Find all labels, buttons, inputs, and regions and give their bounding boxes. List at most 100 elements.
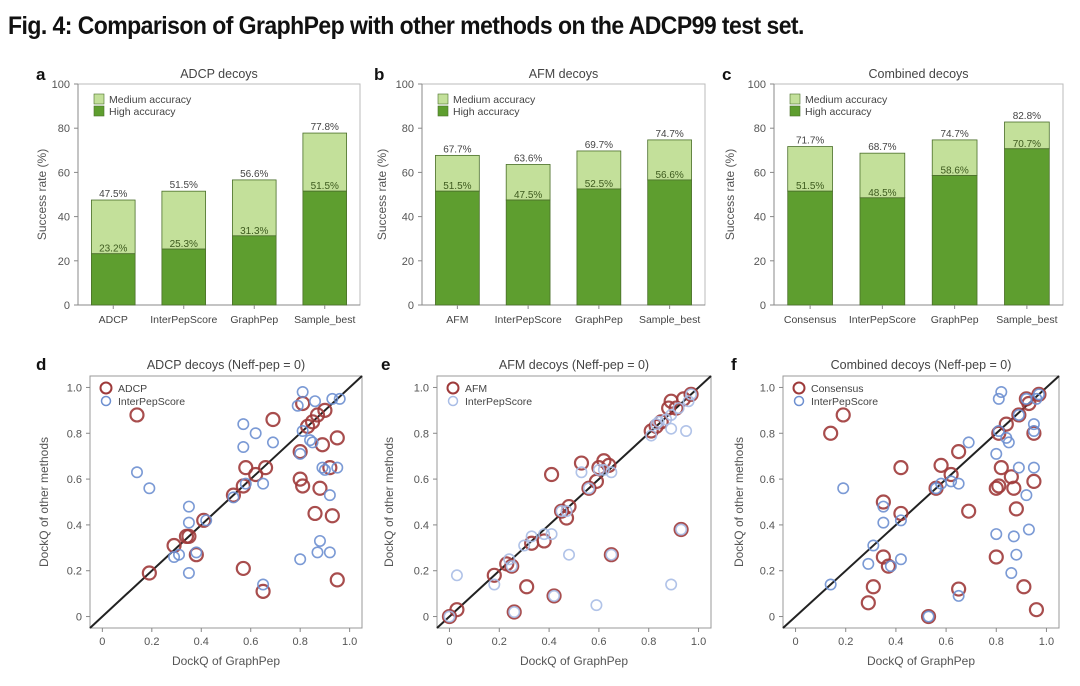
scatter-point-consensus (993, 460, 1009, 476)
y-tick-label: 60 (754, 167, 766, 179)
legend-label-afm: AFM (465, 383, 487, 395)
y-tick-label: 0 (64, 300, 70, 312)
scatter-point-interpepscore (443, 610, 456, 623)
scatter-point-interpepscore (488, 578, 501, 591)
bar-high-label: 23.2% (99, 244, 127, 255)
scatter-point-consensus (961, 503, 977, 519)
x-tick-label: 0.6 (591, 636, 606, 648)
y-axis-label: DockQ of other methods (732, 437, 746, 567)
scatter-point-afm (546, 588, 562, 604)
x-category-label: ADCP (99, 314, 128, 326)
scatter-point-interpepscore (311, 546, 324, 559)
legend-label-high: High accuracy (453, 106, 520, 118)
scatter-point-interpepscore (1005, 567, 1018, 580)
scatter-point-interpepscore (237, 441, 250, 454)
bar-high-label: 25.3% (170, 239, 198, 250)
bar-total-label: 77.8% (311, 122, 339, 133)
bar-high-label: 51.5% (311, 181, 339, 192)
scatter-point-interpepscore (306, 436, 319, 449)
scatter-point-interpepscore (173, 548, 186, 561)
scatter-point-interpepscore (182, 567, 195, 580)
legend-marker-interpepscore (447, 395, 459, 407)
bar-high-label: 51.5% (796, 181, 824, 192)
scatter-point-interpepscore (1012, 408, 1025, 421)
scatter-point-interpepscore (592, 463, 605, 476)
panel-label: a (36, 65, 46, 84)
scatter-point-interpepscore (922, 610, 935, 623)
scatter-point-afm (683, 386, 699, 402)
scatter-point-adcp (295, 478, 311, 494)
scatter-point-consensus (988, 480, 1004, 496)
scatter-point-adcp (329, 572, 345, 588)
scatter-point-interpepscore (190, 546, 203, 559)
scatter-point-afm (543, 466, 560, 483)
y-tick-label: 0 (408, 300, 414, 312)
scatter-point-interpepscore (294, 447, 307, 460)
legend-label-adcp: ADCP (118, 383, 147, 395)
y-tick-label: 0.4 (67, 520, 82, 532)
y-axis-label: Success rate (%) (35, 149, 49, 240)
scatter-point-consensus (1016, 579, 1032, 595)
panel-label: c (722, 65, 731, 84)
plot-frame (782, 375, 1060, 629)
y-tick-label: 80 (58, 123, 70, 135)
legend-label-interpepscore: InterPepScore (118, 396, 185, 408)
chart-title: Combined decoys (868, 67, 968, 81)
scatter-point-interpepscore (1020, 392, 1033, 405)
scatter-point-consensus (835, 407, 851, 423)
scatter-point-afm (603, 547, 619, 563)
scatter-point-interpepscore (652, 415, 665, 428)
scatter-point-adcp (181, 528, 197, 544)
chart-title: ADCP decoys (Neff-pep = 0) (147, 358, 305, 372)
bar-high-accuracy (505, 199, 551, 306)
scatter-point-interpepscore (894, 553, 907, 566)
legend-swatch-medium (789, 93, 801, 105)
legend-label-medium: Medium accuracy (805, 94, 888, 106)
bar-high-label: 31.3% (240, 226, 268, 237)
scatter-point-adcp (329, 430, 345, 446)
x-category-label: Sample_best (294, 314, 355, 326)
panel-a-bar-chart: a ADCP decoys 0 20 40 60 80 100 Success rate (%)… (35, 65, 361, 326)
panel-label: d (36, 355, 46, 374)
legend-marker-interpepscore (100, 395, 112, 407)
scatter-point-interpepscore (1002, 436, 1015, 449)
legend-marker-adcp (99, 381, 113, 395)
scatter-point-interpepscore (326, 392, 339, 405)
scatter-point-consensus (875, 494, 891, 510)
y-tick-label: 0.8 (760, 428, 775, 440)
bar-high-label: 51.5% (443, 181, 471, 192)
bar-total-label: 68.7% (868, 142, 896, 153)
scatter-point-afm (504, 558, 520, 574)
y-tick-label: 20 (402, 256, 414, 268)
scatter-point-interpepscore (239, 477, 252, 490)
scatter-point-interpepscore (645, 429, 658, 442)
bar-total-label: 63.6% (514, 153, 542, 164)
scatter-point-consensus (1006, 480, 1022, 496)
y-tick-label: 100 (748, 79, 766, 91)
y-tick-label: 0.6 (67, 474, 82, 486)
scatter-point-afm (449, 602, 465, 618)
y-tick-label: 80 (402, 123, 414, 135)
x-category-label: Sample_best (996, 314, 1057, 326)
scatter-point-interpepscore (685, 388, 698, 401)
figure-title: Fig. 4: Comparison of GraphPep with othe… (8, 12, 804, 40)
bar-high-accuracy (576, 188, 622, 306)
y-axis-label: DockQ of other methods (37, 437, 51, 567)
y-tick-label: 20 (754, 256, 766, 268)
bar-high-label: 58.6% (940, 165, 968, 176)
bar-total-label: 69.7% (585, 140, 613, 151)
bar-total-label: 82.8% (1013, 111, 1041, 122)
scatter-point-adcp (265, 411, 281, 428)
x-tick-label: 0.6 (243, 636, 258, 648)
scatter-point-interpepscore (1027, 424, 1040, 437)
y-axis-label: Success rate (%) (375, 149, 389, 240)
x-tick-label: 1.0 (1039, 636, 1054, 648)
legend-marker-interpepscore (793, 395, 805, 407)
y-tick-label: 40 (754, 212, 766, 224)
scatter-point-consensus (1028, 602, 1045, 618)
y-tick-label: 0 (423, 612, 429, 624)
scatter-point-adcp (238, 460, 254, 476)
scatter-point-interpepscore (323, 489, 336, 502)
legend-swatch-high (437, 105, 449, 117)
panel-d-scatter-chart: d ADCP decoys (Neff-pep = 0) 0 0.2 0.4 0.6 0.8… (36, 355, 363, 668)
